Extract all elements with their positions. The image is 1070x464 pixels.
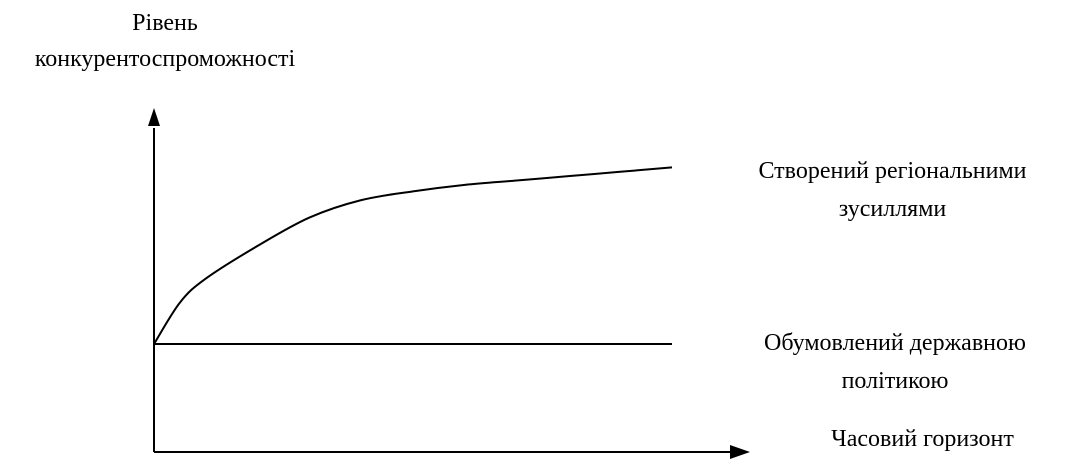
- series-layer: [153, 166, 673, 345]
- series-regional-effort-line: [153, 166, 673, 345]
- series-label-state-line-1: Обумовлений державною: [764, 330, 1026, 356]
- y-axis-arrowhead: [148, 108, 160, 126]
- series-label-regional-line-1: Створений регіональними: [758, 158, 1027, 184]
- series-label-regional-line-2: зусиллями: [838, 196, 947, 222]
- y-axis-label-line-2: конкурентоспроможності: [34, 46, 296, 72]
- axes: [148, 108, 750, 459]
- y-axis-label-line-1: Рівень: [132, 10, 198, 36]
- series-label-state-line-2: політикою: [841, 368, 949, 394]
- series-label-state: Обумовлений державною політикою: [725, 328, 1065, 404]
- series-label-regional: Створений регіональними зусиллями: [725, 156, 1060, 232]
- x-axis-arrowhead: [730, 445, 750, 459]
- x-axis-label: Часовий горизонт: [831, 426, 1014, 452]
- y-axis-label: Рівень конкурентоспроможності: [0, 8, 330, 74]
